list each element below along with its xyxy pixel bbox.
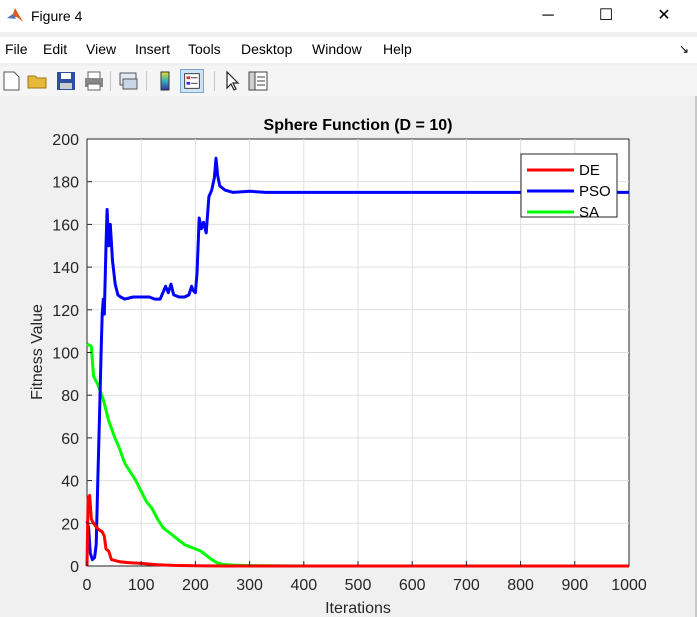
menu-edit[interactable]: Edit — [43, 41, 68, 57]
x-tick-label: 300 — [236, 577, 263, 594]
x-tick-label: 500 — [345, 577, 372, 594]
minimize-button[interactable]: ─ — [542, 7, 554, 24]
toolbar-separator — [110, 71, 111, 91]
close-button[interactable]: ✕ — [657, 7, 671, 24]
x-tick-label: 700 — [453, 577, 480, 594]
x-tick-label: 100 — [128, 577, 155, 594]
plot-lines — [85, 156, 629, 568]
toolbar — [0, 66, 697, 97]
property-inspector-icon[interactable] — [246, 69, 270, 93]
x-tick-label: 800 — [507, 577, 534, 594]
y-axis-label: Fitness Value — [29, 304, 46, 400]
y-tick-label: 40 — [61, 474, 79, 491]
legend[interactable]: DE PSO SA — [520, 153, 618, 221]
legend-icon[interactable] — [180, 69, 204, 93]
y-tick-label: 160 — [52, 217, 79, 234]
dock-arrow-icon[interactable]: ↘ — [678, 42, 689, 56]
y-tick-label: 180 — [52, 175, 79, 192]
chart-title: Sphere Function (D = 10) — [264, 117, 453, 134]
y-tick-label: 80 — [61, 388, 79, 405]
menu-desktop[interactable]: Desktop — [241, 41, 293, 57]
colorbar-icon[interactable] — [153, 69, 177, 93]
menu-window[interactable]: Window — [312, 41, 362, 57]
x-tick-label: 600 — [399, 577, 426, 594]
window-title: Figure 4 — [31, 8, 83, 24]
legend-box — [520, 153, 618, 218]
y-tick-label: 60 — [61, 431, 79, 448]
menu-tools[interactable]: Tools — [188, 41, 221, 57]
figure-canvas: 0 100 200 300 400 500 600 700 800 900 1000 0 20 40 60 8… — [0, 96, 697, 617]
x-tick-label: 900 — [561, 577, 588, 594]
y-tick-label: 100 — [52, 346, 79, 363]
series-line-sa — [86, 342, 629, 568]
x-axis-label: Iterations — [325, 600, 391, 617]
matlab-logo-icon — [7, 8, 23, 22]
toolbar-separator — [146, 71, 147, 91]
link-plot-icon[interactable] — [117, 69, 141, 93]
open-file-icon[interactable] — [26, 69, 50, 93]
toolbar-separator — [214, 71, 215, 91]
y-tick-label: 120 — [52, 303, 79, 320]
save-icon[interactable] — [54, 69, 78, 93]
x-tick-label: 0 — [83, 577, 92, 594]
new-figure-icon[interactable] — [0, 69, 24, 93]
y-tick-label: 200 — [52, 132, 79, 149]
pointer-icon[interactable] — [220, 69, 244, 93]
print-icon[interactable] — [82, 69, 106, 93]
y-tick-label: 140 — [52, 260, 79, 277]
maximize-button[interactable]: ☐ — [598, 7, 614, 24]
menu-file[interactable]: File — [5, 41, 28, 57]
menu-bar: File Edit View Insert Tools Desktop Wind… — [0, 37, 697, 63]
axis-ticks: 0 100 200 300 400 500 600 700 800 900 1000 0 20 40 60 8… — [52, 132, 647, 594]
menu-insert[interactable]: Insert — [135, 41, 171, 57]
title-bar: Figure 4 ─ ☐ ✕ — [0, 0, 697, 32]
x-tick-label: 1000 — [611, 577, 647, 594]
series-line-pso — [85, 156, 629, 562]
y-tick-label: 20 — [61, 516, 79, 533]
window-right-edge — [695, 96, 697, 617]
x-tick-label: 200 — [182, 577, 209, 594]
legend-label-pso: PSO — [579, 183, 611, 200]
grid-lines — [87, 139, 629, 566]
legend-label-de: DE — [579, 162, 600, 179]
menu-view[interactable]: View — [86, 41, 117, 57]
legend-label-sa: SA — [579, 204, 599, 221]
series-line-de — [85, 494, 629, 568]
y-tick-label: 0 — [70, 559, 79, 576]
menu-help[interactable]: Help — [383, 41, 412, 57]
x-tick-label: 400 — [290, 577, 317, 594]
